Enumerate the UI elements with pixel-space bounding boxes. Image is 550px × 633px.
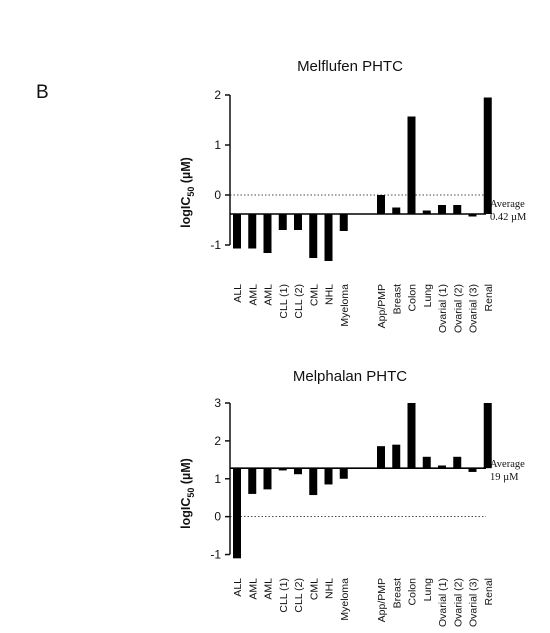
bar [377, 446, 385, 469]
chart-title: Melphalan PHTC [293, 368, 407, 385]
category-label: Colon [407, 284, 419, 312]
category-label: Lung [422, 284, 434, 308]
category-label: Colon [407, 578, 419, 606]
category-label: Lung [422, 578, 434, 602]
bar [339, 468, 348, 479]
category-label: App/PMP [376, 578, 388, 622]
chart-title: Melflufen PHTC [297, 58, 403, 75]
bar [392, 207, 401, 214]
bar [453, 456, 462, 469]
category-label: CLL (2) [293, 578, 305, 613]
bar [324, 214, 333, 261]
y-axis-label: logIC50 (µM) [179, 157, 196, 228]
category-label: ALL [232, 578, 244, 597]
category-label: Breast [391, 578, 403, 608]
y-tick-label: 1 [214, 472, 221, 486]
bar [438, 465, 446, 469]
bar [309, 468, 318, 496]
y-tick-label: 0 [214, 188, 221, 202]
category-label: Breast [391, 284, 403, 314]
category-label: AML [247, 284, 259, 306]
bar [339, 214, 348, 231]
category-label: CLL (2) [293, 284, 305, 319]
bar [233, 468, 241, 559]
average-label: Average [490, 459, 525, 470]
bar [377, 195, 385, 214]
category-label: NHL [324, 284, 336, 305]
average-value: 0.42 µM [490, 212, 527, 223]
bar [468, 468, 477, 472]
bar [248, 468, 257, 494]
bar [468, 214, 477, 217]
category-label: CLL (1) [278, 578, 290, 613]
category-label: Ovarial (2) [452, 284, 464, 333]
category-label: AML [263, 578, 275, 600]
panel-label: B [36, 82, 49, 103]
y-tick-label: 3 [214, 396, 221, 410]
bar [233, 214, 241, 249]
bar [309, 214, 318, 258]
category-label: ALL [232, 284, 244, 303]
bar [392, 444, 401, 469]
y-tick-label: 0 [214, 510, 221, 524]
category-label: Renal [483, 578, 495, 605]
bar [324, 468, 333, 485]
category-label: Ovarial (1) [437, 578, 449, 627]
category-label: CML [308, 284, 320, 306]
bar [294, 214, 302, 230]
average-value: 19 µM [490, 472, 519, 483]
bar [407, 116, 416, 214]
category-label: Ovarial (1) [437, 284, 449, 333]
category-label: Myeloma [339, 284, 351, 327]
y-axis-label: logIC50 (µM) [179, 458, 196, 529]
bar [407, 403, 416, 469]
bar [422, 210, 431, 214]
category-label: CML [308, 578, 320, 600]
y-tick-label: 2 [214, 88, 221, 102]
category-label: App/PMP [376, 284, 388, 328]
category-label: CLL (1) [278, 284, 290, 319]
bar [483, 97, 492, 214]
bar [278, 468, 287, 471]
bar [453, 205, 462, 214]
bar [483, 403, 492, 469]
bar [294, 468, 302, 475]
category-label: Ovarial (2) [452, 578, 464, 627]
bar [263, 468, 272, 490]
y-tick-label: -1 [210, 548, 221, 562]
category-label: AML [263, 284, 275, 306]
category-label: Ovarial (3) [468, 578, 480, 627]
category-label: AML [247, 578, 259, 600]
y-tick-label: 2 [214, 434, 221, 448]
category-label: NHL [324, 578, 336, 599]
average-label: Average [490, 199, 525, 210]
category-label: Renal [483, 284, 495, 311]
bar [263, 214, 272, 253]
bar [422, 456, 431, 469]
category-label: Ovarial (3) [468, 284, 480, 333]
bar [248, 214, 257, 249]
y-tick-label: 1 [214, 138, 221, 152]
y-tick-label: -1 [210, 238, 221, 252]
bar [438, 205, 446, 214]
bar [278, 214, 287, 230]
category-label: Myeloma [339, 578, 351, 621]
